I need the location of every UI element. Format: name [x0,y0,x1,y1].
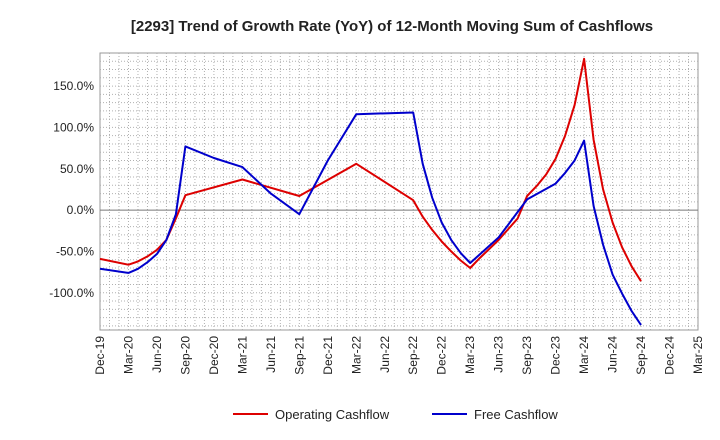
x-tick-label: Mar-21 [235,336,249,374]
x-tick-label: Dec-23 [549,336,563,375]
x-tick-label: Sep-24 [634,336,648,375]
legend-operating-cashflow-label: Operating Cashflow [275,407,390,422]
y-tick-label: 100.0% [53,120,94,134]
x-tick-label: Jun-23 [492,336,506,373]
chart-title: [2293] Trend of Growth Rate (YoY) of 12-… [131,18,653,35]
series-lines [99,57,642,326]
grid-lines [100,53,698,330]
y-tick-label: 50.0% [60,162,94,176]
x-tick-label: Sep-22 [406,336,420,375]
legend-free-cashflow-label: Free Cashflow [474,407,558,422]
x-tick-label: Dec-24 [663,336,677,375]
x-tick-label: Jun-22 [378,336,392,373]
x-tick-label: Sep-20 [178,336,192,375]
series-operating-cashflow-line [99,57,642,282]
legend: Operating Cashflow Free Cashflow [233,407,558,422]
x-tick-label: Mar-25 [691,336,705,374]
y-tick-label: 0.0% [67,203,95,217]
x-tick-label: Jun-24 [606,336,620,373]
x-tick-label: Mar-24 [577,336,591,374]
x-tick-label: Sep-21 [292,336,306,375]
y-tick-label: -100.0% [49,286,94,300]
x-tick-label: Dec-22 [435,336,449,375]
y-tick-label: -50.0% [56,244,94,258]
x-tick-label: Dec-19 [93,336,107,375]
x-tick-label: Mar-20 [121,336,135,374]
x-tick-label: Dec-20 [207,336,221,375]
x-tick-label: Jun-21 [264,336,278,373]
x-axis-tick-labels: Dec-19 Mar-20 Jun-20 Sep-20 Dec-20 Mar-21 Jun-… [93,336,705,375]
x-tick-label: Mar-22 [349,336,363,374]
x-tick-label: Dec-21 [321,336,335,375]
x-tick-label: Sep-23 [520,336,534,375]
y-axis-tick-labels: 150.0% 100.0% 50.0% 0.0% -50.0% -100.0% [49,79,94,300]
y-tick-label: 150.0% [53,79,94,93]
x-tick-label: Jun-20 [150,336,164,373]
series-free-cashflow-line [99,111,642,326]
x-tick-label: Mar-23 [463,336,477,374]
